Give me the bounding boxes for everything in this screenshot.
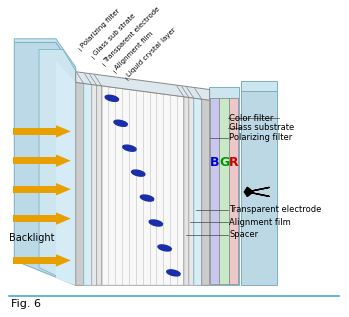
Text: Alignment film: Alignment film	[229, 218, 291, 227]
Polygon shape	[184, 97, 189, 285]
Bar	[210, 99, 219, 284]
Polygon shape	[56, 212, 71, 225]
Polygon shape	[158, 245, 171, 251]
Polygon shape	[140, 195, 154, 201]
Polygon shape	[209, 87, 239, 98]
Text: Spacer: Spacer	[229, 230, 259, 239]
Text: Glass substrate: Glass substrate	[229, 123, 295, 132]
Polygon shape	[196, 100, 208, 285]
Polygon shape	[39, 49, 76, 285]
Text: Alignment film: Alignment film	[114, 30, 155, 71]
Polygon shape	[167, 270, 180, 276]
Polygon shape	[56, 125, 71, 138]
Polygon shape	[56, 154, 71, 167]
Polygon shape	[242, 91, 277, 285]
Polygon shape	[84, 83, 92, 285]
Text: Polarizing filter: Polarizing filter	[80, 7, 121, 49]
Text: G: G	[219, 156, 229, 169]
Text: B: B	[210, 156, 219, 169]
Polygon shape	[149, 220, 163, 226]
Polygon shape	[56, 183, 71, 196]
Polygon shape	[105, 95, 119, 101]
Bar	[219, 99, 229, 284]
Polygon shape	[13, 215, 56, 222]
Bar	[229, 99, 238, 284]
Text: Backlight: Backlight	[9, 233, 55, 243]
Polygon shape	[13, 128, 56, 135]
Text: Transparent electrode: Transparent electrode	[103, 5, 162, 64]
Polygon shape	[56, 254, 71, 267]
Polygon shape	[76, 82, 84, 285]
Polygon shape	[114, 120, 127, 126]
Text: Polarizing filter: Polarizing filter	[229, 133, 293, 142]
Polygon shape	[76, 72, 210, 100]
Polygon shape	[102, 86, 184, 285]
Polygon shape	[189, 97, 194, 285]
Polygon shape	[13, 186, 56, 193]
Polygon shape	[123, 145, 136, 151]
Polygon shape	[56, 60, 76, 285]
Polygon shape	[14, 42, 76, 285]
Polygon shape	[209, 98, 239, 285]
Text: Glass sub strate: Glass sub strate	[92, 12, 136, 57]
Polygon shape	[92, 85, 97, 285]
Polygon shape	[14, 39, 76, 71]
Polygon shape	[132, 170, 145, 176]
Text: Transparent electrode: Transparent electrode	[229, 205, 322, 214]
Text: Color filter: Color filter	[229, 113, 274, 122]
Text: Fig. 6: Fig. 6	[11, 299, 41, 309]
Text: Liquid crystal layer: Liquid crystal layer	[126, 27, 177, 78]
Polygon shape	[97, 85, 102, 285]
Polygon shape	[242, 81, 277, 91]
Polygon shape	[202, 99, 210, 285]
Polygon shape	[194, 98, 202, 285]
Polygon shape	[13, 257, 56, 264]
Text: R: R	[229, 156, 238, 169]
Polygon shape	[13, 157, 56, 164]
Polygon shape	[244, 187, 253, 197]
